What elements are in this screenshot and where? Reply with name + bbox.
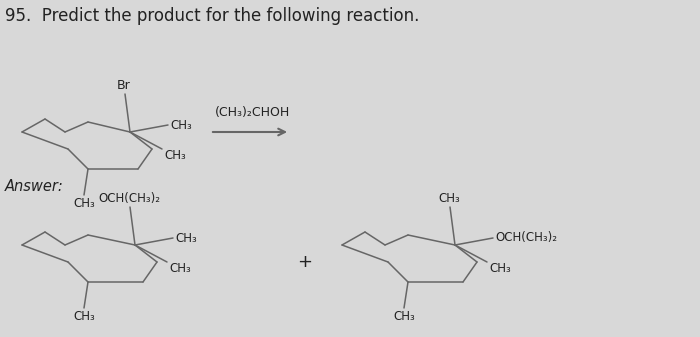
Text: CH₃: CH₃ xyxy=(169,262,190,275)
Text: CH₃: CH₃ xyxy=(175,232,197,245)
Text: CH₃: CH₃ xyxy=(438,192,460,205)
Text: 95.  Predict the product for the following reaction.: 95. Predict the product for the followin… xyxy=(5,7,419,25)
Text: CH₃: CH₃ xyxy=(489,262,511,275)
Text: CH₃: CH₃ xyxy=(73,310,95,323)
Text: +: + xyxy=(298,253,312,271)
Text: CH₃: CH₃ xyxy=(164,149,186,162)
Text: CH₃: CH₃ xyxy=(73,197,95,210)
Text: Answer:: Answer: xyxy=(5,179,64,194)
Text: Br: Br xyxy=(117,79,131,92)
Text: OCH(CH₃)₂: OCH(CH₃)₂ xyxy=(495,232,557,245)
Text: (CH₃)₂CHOH: (CH₃)₂CHOH xyxy=(215,106,290,119)
Text: CH₃: CH₃ xyxy=(170,119,192,131)
Text: OCH(CH₃)₂: OCH(CH₃)₂ xyxy=(98,192,160,205)
Text: CH₃: CH₃ xyxy=(393,310,415,323)
